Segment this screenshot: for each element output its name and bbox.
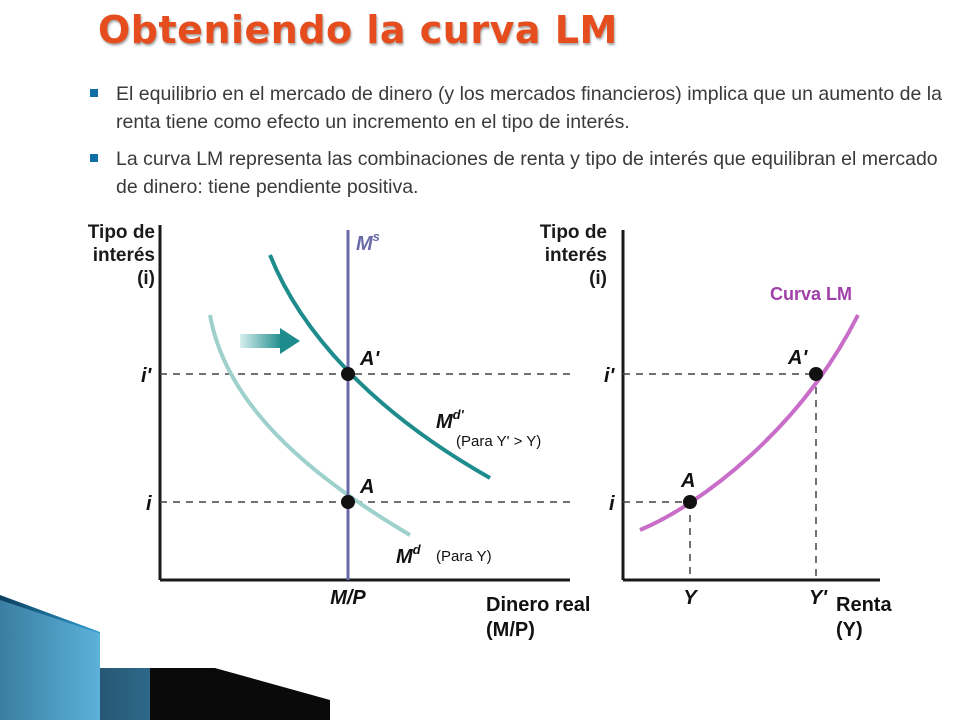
point-a-right bbox=[683, 495, 697, 509]
lm-curve bbox=[639, 314, 860, 532]
corner-decoration bbox=[0, 580, 330, 720]
lm-curve-graph: Tipo de interés (i) A A' Curva LM i' i Y… bbox=[540, 222, 893, 641]
money-market-graph: Tipo de interés (i) Ms A' A i' i M/P Md'… bbox=[88, 222, 591, 641]
left-y-axis-label-line1: Tipo de bbox=[88, 222, 155, 243]
point-a-prime-right bbox=[809, 367, 823, 381]
left-tick-i: i bbox=[146, 493, 152, 515]
label-a-prime-left: A' bbox=[359, 348, 380, 370]
bullet-text: La curva LM representa las combinaciones… bbox=[116, 148, 938, 198]
left-x-axis-label-line2: (M/P) bbox=[486, 619, 535, 641]
left-y-axis-label-line2: interés bbox=[93, 245, 155, 266]
demand-new-note: (Para Y' > Y) bbox=[456, 433, 541, 450]
bullet-item-2: La curva LM representa las combinaciones… bbox=[88, 145, 948, 201]
shift-arrow-icon bbox=[280, 328, 300, 354]
slide-title: Obteniendo la curva LM bbox=[98, 8, 618, 52]
right-y-axis-label-line3: (i) bbox=[589, 268, 607, 289]
money-demand-old-curve bbox=[208, 314, 412, 537]
right-y-axis-label-line1: Tipo de bbox=[540, 222, 607, 243]
lm-curve-label: Curva LM bbox=[770, 284, 852, 304]
right-x-axis-label-line1: Renta bbox=[836, 594, 892, 616]
left-tick-i-prime: i' bbox=[141, 365, 153, 387]
bullet-item-1: El equilibrio en el mercado de dinero (y… bbox=[88, 80, 948, 136]
right-tick-y-prime: Y' bbox=[809, 587, 828, 609]
left-y-axis-label-line3: (i) bbox=[137, 268, 155, 289]
shift-arrow-body bbox=[240, 334, 282, 348]
right-tick-i-prime: i' bbox=[604, 365, 616, 387]
right-x-axis-label-line2: (Y) bbox=[836, 619, 863, 641]
demand-old-note: (Para Y) bbox=[436, 548, 492, 565]
demand-new-label: Md' bbox=[436, 407, 465, 433]
label-a-right: A bbox=[680, 470, 695, 492]
bullet-list: El equilibrio en el mercado de dinero (y… bbox=[88, 80, 948, 210]
right-y-axis-label-line2: interés bbox=[545, 245, 607, 266]
right-tick-y: Y bbox=[683, 587, 698, 609]
bullet-text: El equilibrio en el mercado de dinero (y… bbox=[116, 83, 942, 133]
point-a-prime-left bbox=[341, 367, 355, 381]
left-x-axis-label-line1: Dinero real bbox=[486, 594, 590, 616]
money-supply-label: Ms bbox=[356, 229, 380, 255]
demand-old-label: Md bbox=[396, 542, 422, 568]
label-a-left: A bbox=[359, 476, 374, 498]
right-tick-i: i bbox=[609, 493, 615, 515]
label-a-prime-right: A' bbox=[787, 347, 808, 369]
square-bullet-icon bbox=[90, 154, 98, 162]
left-tick-m-p: M/P bbox=[330, 587, 366, 609]
square-bullet-icon bbox=[90, 89, 98, 97]
point-a-left bbox=[341, 495, 355, 509]
